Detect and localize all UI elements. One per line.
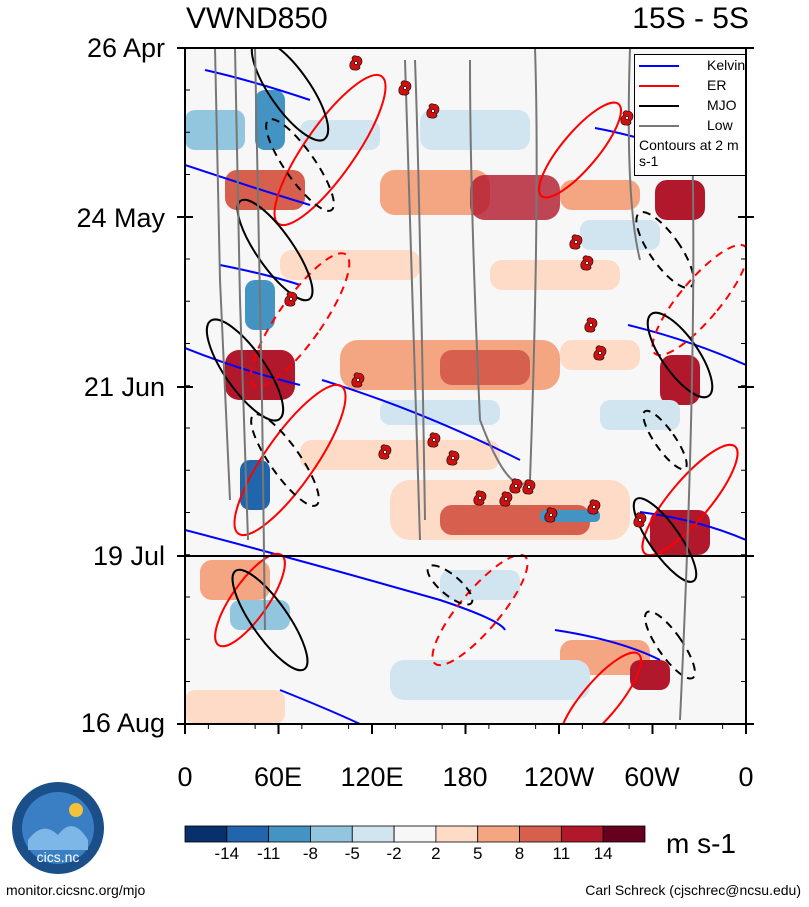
cyclone-eye — [638, 518, 642, 522]
cyclone-eye — [625, 116, 629, 120]
colorbar-swatch — [351, 825, 395, 843]
chart-title: VWND850 — [186, 2, 328, 35]
colorbar-swatch — [477, 825, 520, 843]
colorbar-tick-label: -14 — [214, 844, 240, 863]
colorbar-tick-label: 2 — [431, 844, 441, 863]
y-tick-label: 21 Jun — [83, 372, 165, 402]
legend-label: Kelvin — [707, 57, 746, 73]
colorbar-tick-label: 14 — [593, 844, 613, 863]
cyclone-eye — [514, 484, 518, 488]
x-tick-label: 120W — [523, 762, 595, 792]
x-tick-label: 0 — [177, 762, 193, 792]
colorbar-swatch — [226, 825, 270, 843]
x-tick-label: 120E — [340, 762, 404, 792]
footer-credit: Carl Schreck (cjschrec@ncsu.edu) — [585, 882, 801, 898]
cyclone-eye — [574, 240, 578, 244]
y-tick-label: 24 May — [76, 203, 165, 233]
y-tick-label: 19 Jul — [92, 541, 165, 571]
colorbar-tick-label: -5 — [344, 844, 360, 863]
cyclone-eye — [589, 323, 593, 327]
wave-contours — [185, 48, 746, 724]
colorbar-swatch — [435, 825, 479, 843]
logo-text: cics.nc — [37, 849, 80, 865]
legend: Kelvin ER MJO Low Contours at 2 m s-1 — [634, 54, 746, 176]
cyclone-eye — [356, 378, 360, 382]
y-tick-label: 16 Aug — [80, 708, 165, 738]
legend-swatch — [639, 125, 679, 127]
colorbar-swatch — [519, 825, 562, 843]
x-tick-label: 180 — [442, 762, 488, 792]
tropical-cyclone-markers — [284, 55, 647, 528]
axis-ticks — [177, 47, 754, 734]
legend-label: Low — [707, 117, 733, 133]
x-tick-label: 60E — [253, 762, 303, 792]
colorbar-tick-label: 5 — [472, 844, 483, 863]
colorbar-swatch — [268, 825, 311, 843]
colorbar-tick-label: 8 — [514, 844, 525, 863]
colorbar-swatch — [602, 825, 646, 843]
legend-swatch — [639, 65, 679, 67]
anomaly-shading — [185, 90, 710, 724]
legend-swatch — [639, 85, 679, 87]
legend-swatch — [639, 105, 679, 107]
cyclone-eye — [549, 513, 553, 517]
cyclone-eye — [383, 450, 387, 454]
colorbar-swatch — [184, 825, 228, 843]
cyclone-eye — [478, 496, 482, 500]
legend-note: Contours at 2 m s-1 — [639, 137, 739, 169]
colorbar-unit: m s-1 — [666, 828, 736, 859]
cyclone-eye — [504, 497, 508, 501]
colorbar-swatch — [310, 825, 353, 843]
cyclone-eye — [592, 505, 596, 509]
colorbar-tick-label: -2 — [386, 844, 402, 863]
colorbar-tick-label: -11 — [256, 844, 281, 863]
latitude-band: 15S - 5S — [632, 2, 749, 35]
cyclone-eye — [431, 109, 435, 113]
x-tick-label: 0 — [738, 762, 754, 792]
cyclone-eye — [527, 485, 531, 489]
cyclone-eye — [598, 351, 602, 355]
colorbar-swatch — [560, 825, 604, 843]
colorbar — [184, 825, 646, 843]
footer-url: monitor.cicsnc.org/mjo — [6, 882, 146, 898]
cyclone-eye — [354, 61, 358, 65]
colorbar-tick-label: -8 — [302, 844, 319, 863]
cics-logo: cics.nc — [12, 782, 104, 874]
y-tick-label: 26 Apr — [86, 33, 165, 63]
cyclone-eye — [451, 456, 455, 460]
legend-label: MJO — [707, 97, 737, 113]
colorbar-swatch — [393, 825, 437, 843]
legend-label: ER — [707, 77, 727, 93]
cyclone-eye — [585, 261, 589, 265]
cyclone-eye — [403, 86, 407, 90]
x-tick-label: 60W — [624, 762, 680, 792]
cyclone-eye — [289, 297, 293, 301]
cyclone-eye — [432, 438, 436, 442]
colorbar-tick-label: 11 — [552, 844, 571, 863]
